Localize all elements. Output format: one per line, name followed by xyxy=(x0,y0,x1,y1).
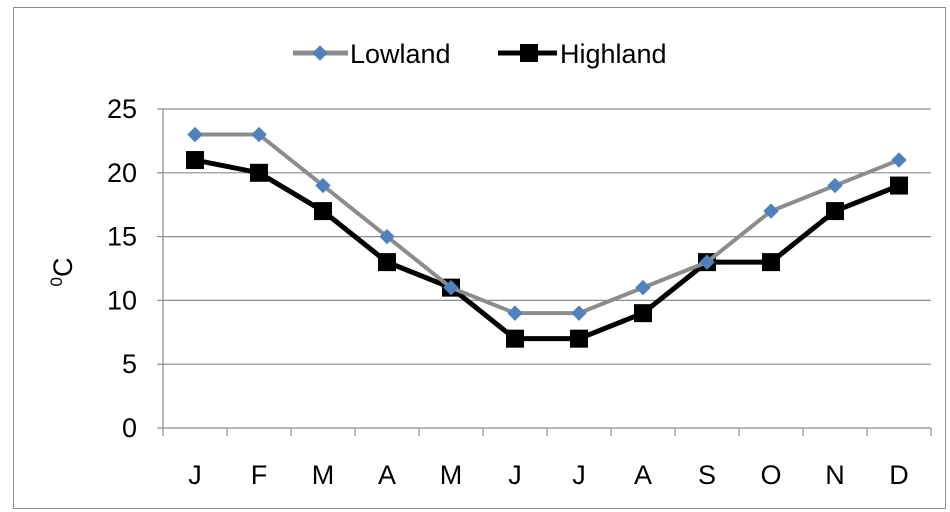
y-tick-label: 20 xyxy=(107,158,137,188)
data-point-highland xyxy=(186,151,204,170)
data-point-highland xyxy=(506,329,524,348)
x-tick-label: J xyxy=(572,460,586,490)
x-tick-label: M xyxy=(440,460,463,490)
data-point-lowland xyxy=(763,203,779,219)
y-axis-title-unit: C xyxy=(48,258,78,278)
data-point-highland xyxy=(634,304,652,323)
legend-label-lowland: Lowland xyxy=(350,39,451,69)
y-axis-title: 0C xyxy=(47,258,78,287)
x-tick-label: S xyxy=(698,460,716,490)
data-point-lowland xyxy=(315,177,331,194)
data-point-highland xyxy=(762,253,780,272)
data-point-lowland xyxy=(379,228,395,245)
data-point-highland xyxy=(826,202,844,221)
series-line-highland xyxy=(194,157,900,342)
series-line-lowland xyxy=(195,132,900,316)
data-point-lowland xyxy=(251,126,267,143)
y-tick-label: 15 xyxy=(107,222,137,252)
data-point-lowland xyxy=(571,305,587,321)
axes xyxy=(157,108,932,436)
series-group xyxy=(186,126,908,348)
data-point-lowland xyxy=(891,152,907,168)
data-point-lowland xyxy=(635,279,651,296)
y-tick-label: 0 xyxy=(122,413,137,443)
x-tick-label: J xyxy=(188,460,202,490)
data-point-highland xyxy=(250,163,268,182)
data-point-lowland xyxy=(187,126,203,143)
data-point-highland xyxy=(570,329,588,348)
x-tick-label: A xyxy=(378,460,396,490)
legend-marker-highland xyxy=(520,44,538,62)
data-point-highland xyxy=(314,202,332,221)
x-tick-label: F xyxy=(251,460,268,490)
chart-frame xyxy=(13,7,946,509)
data-point-highland xyxy=(378,253,396,272)
x-tick-label: D xyxy=(889,460,909,490)
data-point-lowland xyxy=(507,305,523,321)
data-point-lowland xyxy=(443,279,459,296)
x-tick-label: O xyxy=(760,460,781,490)
legend: Lowland Highland xyxy=(293,39,667,69)
data-point-highland xyxy=(890,176,908,195)
data-point-lowland xyxy=(699,254,715,270)
legend-marker-lowland xyxy=(312,45,328,61)
y-tick-label: 25 xyxy=(107,94,137,124)
y-axis-title-superscript: 0 xyxy=(47,277,66,286)
legend-label-highland: Highland xyxy=(560,39,667,69)
gridlines xyxy=(163,108,931,365)
x-tick-label: J xyxy=(508,460,522,490)
x-tick-label: N xyxy=(825,460,845,490)
data-point-lowland xyxy=(827,177,843,194)
y-tick-label: 5 xyxy=(122,349,137,379)
x-tick-label: A xyxy=(634,460,652,490)
y-tick-label: 10 xyxy=(107,285,137,315)
x-tick-label: M xyxy=(312,460,335,490)
y-tick-labels: 0 5 10 15 20 25 xyxy=(107,94,137,443)
